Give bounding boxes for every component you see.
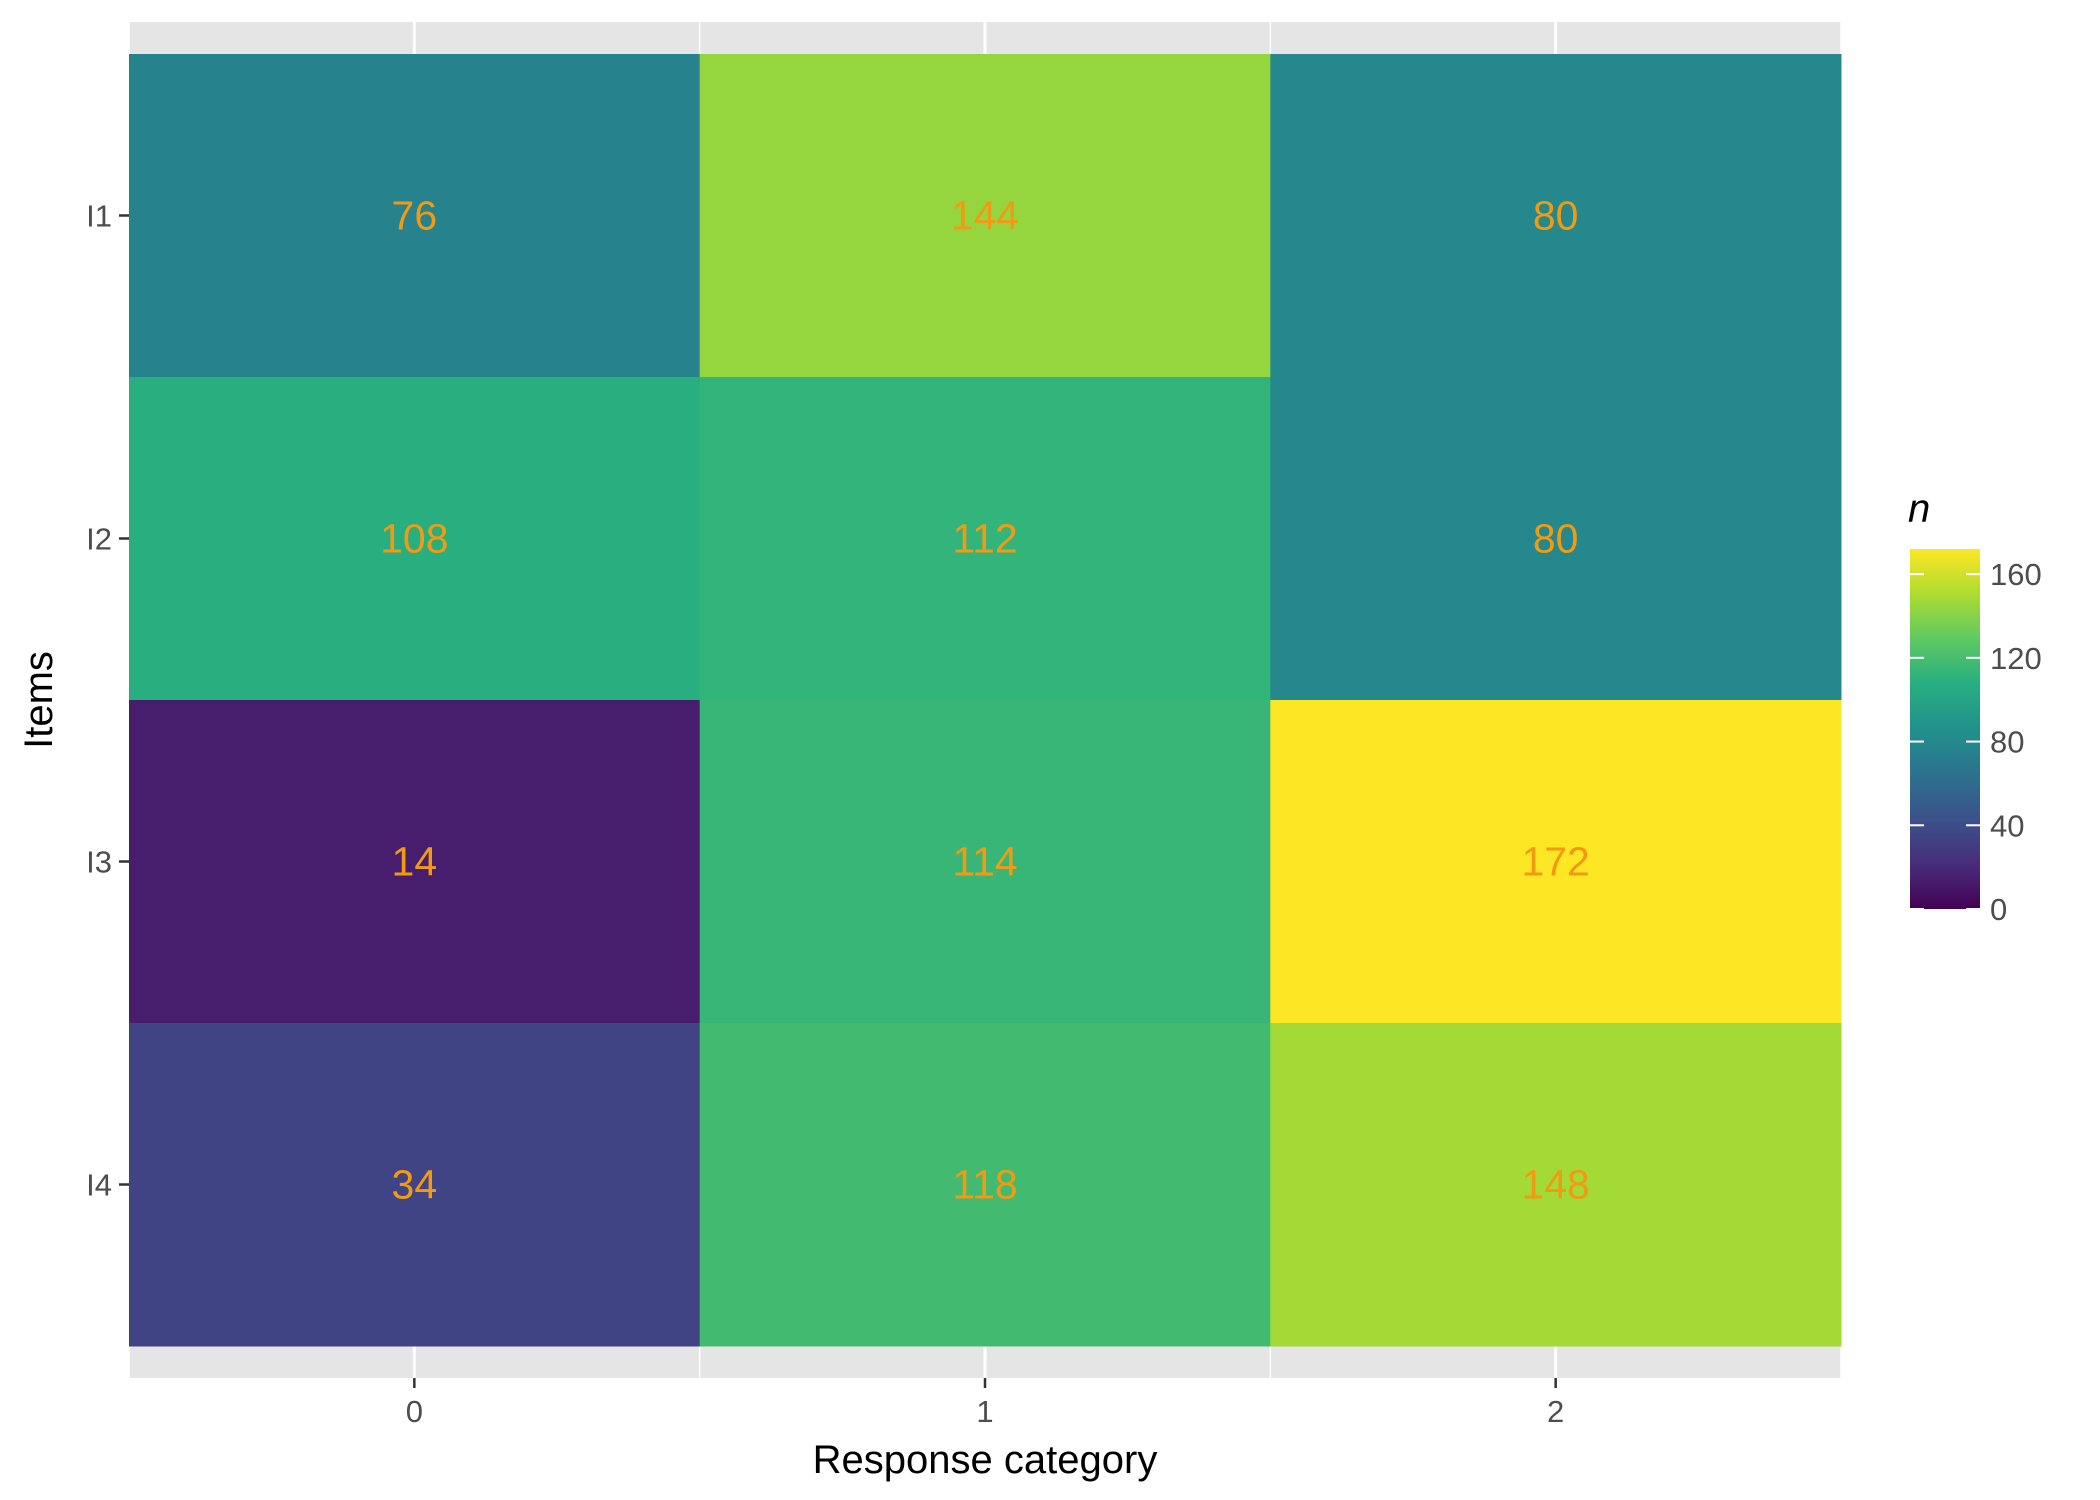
legend-tick-label: 120 xyxy=(1990,641,2042,676)
cell-value-label: 76 xyxy=(392,193,438,239)
legend-tick-label: 160 xyxy=(1990,557,2042,592)
y-tick-label: I4 xyxy=(86,1168,112,1203)
y-tick-label: I2 xyxy=(86,522,112,557)
cell-value-label: 172 xyxy=(1521,839,1589,885)
cell-value-label: 114 xyxy=(952,839,1017,885)
legend-ticks: 0 40 80 120 160 xyxy=(1910,557,2042,927)
heatmap-cell-I1-2 xyxy=(1270,54,1842,378)
cell-value-label: 112 xyxy=(952,516,1017,562)
legend-title: n xyxy=(1908,487,1930,531)
x-axis: 0 1 2 xyxy=(406,1378,1564,1429)
x-tick-label: 1 xyxy=(976,1394,993,1429)
legend-tick-label: 40 xyxy=(1990,808,2024,843)
cell-labels: 76 144 80 108 112 80 14 114 172 34 118 148 xyxy=(380,193,1590,1208)
heatmap-cell-I4-2 xyxy=(1270,1023,1842,1347)
heatmap-cell-I2-2 xyxy=(1270,377,1842,701)
legend-colorbar xyxy=(1910,549,1980,909)
heatmap-cell-I3-2 xyxy=(1270,700,1842,1024)
heatmap-cell-I4-1 xyxy=(699,1023,1271,1347)
color-legend: n 0 40 80 120 160 xyxy=(1908,487,2042,927)
heatmap-cell-I2-1 xyxy=(699,377,1271,701)
legend-tick-label: 80 xyxy=(1990,725,2024,760)
x-axis-title: Response category xyxy=(813,1438,1158,1482)
heatmap-cell-I1-0 xyxy=(129,54,701,378)
y-tick-label: I3 xyxy=(86,845,112,880)
cell-value-label: 34 xyxy=(392,1162,438,1208)
legend-tick-label: 0 xyxy=(1990,892,2007,927)
heatmap-cell-I4-0 xyxy=(129,1023,701,1347)
cell-value-label: 14 xyxy=(392,839,438,885)
heatmap-cell-I3-1 xyxy=(699,700,1271,1024)
heatmap-cell-I3-0 xyxy=(129,700,701,1024)
cell-value-label: 118 xyxy=(952,1162,1017,1208)
y-axis-title: Items xyxy=(17,651,61,749)
cell-value-label: 108 xyxy=(380,516,448,562)
x-tick-label: 2 xyxy=(1547,1394,1564,1429)
cell-value-label: 144 xyxy=(951,193,1019,239)
heatmap-cells xyxy=(129,54,1842,1347)
heatmap-cell-I1-1 xyxy=(699,54,1271,378)
cell-value-label: 80 xyxy=(1533,516,1579,562)
x-tick-label: 0 xyxy=(406,1394,423,1429)
y-tick-label: I1 xyxy=(86,199,112,234)
cell-value-label: 148 xyxy=(1521,1162,1589,1208)
cell-value-label: 80 xyxy=(1533,193,1579,239)
heatmap-cell-I2-0 xyxy=(129,377,701,701)
y-axis: I1 I2 I3 I4 xyxy=(86,199,129,1203)
